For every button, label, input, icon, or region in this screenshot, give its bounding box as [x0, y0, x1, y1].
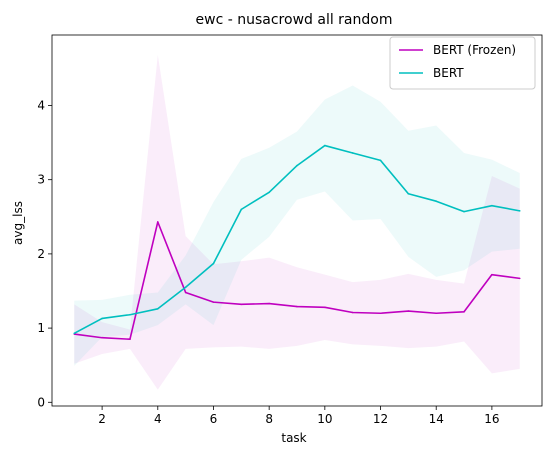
chart-title: ewc - nusacrowd all random	[196, 12, 393, 28]
point-bert-frozen	[101, 336, 103, 339]
confidence-bands	[74, 55, 520, 390]
point-bert-frozen	[212, 301, 215, 303]
plot-frame	[51, 34, 543, 407]
point-bert	[212, 262, 215, 265]
point-bert-frozen	[156, 221, 159, 223]
point-bert	[324, 144, 326, 147]
y-tick-label: 4	[37, 98, 45, 112]
point-bert-frozen	[351, 311, 354, 314]
x-tick-label: 2	[98, 412, 106, 426]
y-tick-label: 2	[37, 247, 45, 261]
legend: BERT (Frozen) BERT	[389, 36, 536, 90]
x-tick-label: 14	[429, 412, 444, 426]
x-tick-label: 6	[210, 412, 218, 426]
x-axis-ticks: 2 4 6 8 10 12 14 16	[98, 406, 500, 426]
y-tick-label: 1	[37, 321, 45, 335]
legend-box	[389, 36, 536, 90]
band-bert	[74, 85, 520, 366]
point-bert	[296, 164, 298, 167]
x-tick-label: 8	[265, 412, 273, 426]
x-tick-label: 16	[484, 412, 499, 426]
legend-label-bert-frozen: BERT (Frozen)	[433, 43, 516, 57]
point-bert-frozen	[129, 338, 131, 341]
y-axis-ticks: 0 1 2 3 4	[37, 98, 52, 409]
point-bert-frozen	[268, 302, 270, 305]
point-bert	[435, 200, 438, 203]
point-bert	[351, 152, 354, 154]
y-tick-label: 3	[37, 173, 45, 187]
point-bert	[268, 191, 270, 194]
point-bert	[518, 210, 521, 212]
point-bert	[240, 208, 243, 211]
point-bert	[379, 159, 382, 162]
point-bert-frozen	[407, 310, 410, 312]
point-bert-frozen	[379, 312, 382, 315]
point-bert	[463, 210, 465, 213]
legend-label-bert: BERT	[433, 66, 464, 80]
x-tick-label: 10	[317, 412, 332, 426]
point-bert	[101, 317, 103, 320]
x-axis-label: task	[281, 431, 306, 445]
point-bert-frozen	[463, 310, 465, 313]
point-bert-frozen	[491, 273, 493, 276]
point-bert	[407, 192, 410, 195]
point-bert	[184, 286, 187, 289]
point-bert	[73, 332, 76, 335]
y-tick-label: 0	[37, 395, 45, 409]
point-bert-frozen	[296, 305, 298, 308]
point-bert-frozen	[324, 306, 326, 309]
x-tick-label: 12	[373, 412, 388, 426]
point-bert-frozen	[184, 291, 187, 294]
point-bert-frozen	[240, 303, 243, 306]
y-axis-label: avg_lss	[11, 201, 25, 245]
point-bert-frozen	[435, 312, 438, 315]
band-bert-frozen	[74, 55, 520, 390]
point-bert	[156, 307, 159, 310]
point-bert-frozen	[518, 277, 521, 280]
point-bert	[491, 204, 493, 207]
series-lines	[73, 144, 521, 341]
point-bert	[129, 313, 131, 316]
x-tick-label: 4	[154, 412, 162, 426]
